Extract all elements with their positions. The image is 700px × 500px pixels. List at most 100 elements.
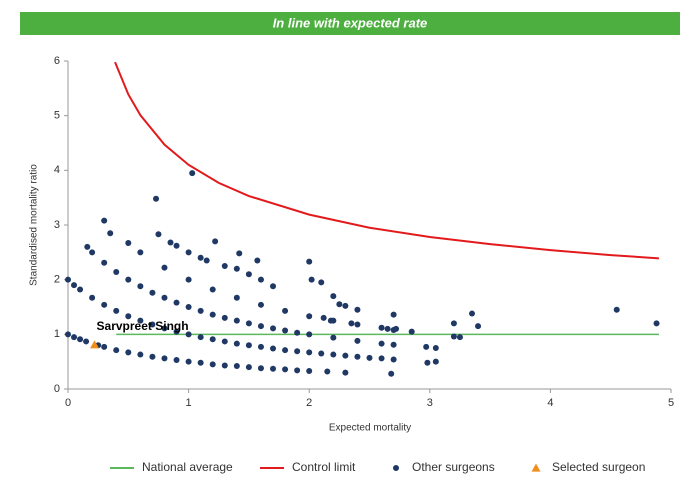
point: [424, 359, 431, 366]
point: [408, 328, 415, 335]
point: [330, 334, 337, 341]
point: [384, 325, 391, 332]
point: [221, 362, 228, 369]
point: [245, 342, 252, 349]
point: [137, 351, 144, 358]
point: [294, 348, 301, 355]
point: [270, 345, 277, 352]
point: [101, 217, 108, 224]
point: [149, 289, 156, 296]
point: [101, 343, 108, 350]
point: [390, 311, 397, 318]
point: [245, 320, 252, 327]
point: [613, 306, 620, 313]
point: [185, 358, 192, 365]
point: [125, 349, 132, 356]
point: [221, 338, 228, 345]
y-tick-label: 3: [54, 219, 60, 231]
point: [233, 265, 240, 272]
point: [282, 307, 289, 314]
x-tick-label: 1: [186, 397, 192, 409]
point: [221, 314, 228, 321]
point: [77, 286, 84, 293]
point: [212, 238, 219, 245]
point: [233, 294, 240, 301]
point: [257, 276, 264, 283]
point: [125, 276, 132, 283]
point: [270, 283, 277, 290]
point: [189, 170, 196, 177]
point: [378, 324, 385, 331]
point: [254, 257, 261, 264]
point: [83, 338, 90, 345]
x-axis-label: Expected mortality: [329, 423, 411, 434]
point: [221, 263, 228, 269]
point: [456, 334, 463, 341]
y-axis-label: Standardised mortality ratio: [29, 164, 40, 286]
point: [432, 345, 439, 351]
point: [113, 269, 120, 276]
y-tick-label: 4: [54, 164, 60, 176]
point: [327, 317, 334, 324]
point: [306, 331, 313, 338]
point: [84, 243, 91, 250]
point: [270, 365, 277, 372]
point: [378, 355, 385, 362]
point: [245, 271, 252, 278]
point: [233, 317, 240, 324]
point: [71, 282, 78, 289]
point: [209, 286, 216, 293]
point: [236, 250, 243, 257]
point: [366, 354, 373, 361]
point: [137, 283, 144, 290]
point: [149, 321, 156, 328]
selected-point: [90, 340, 100, 349]
point: [390, 356, 397, 363]
point: [306, 349, 313, 356]
point: [469, 310, 476, 317]
point: [71, 334, 78, 341]
point: [65, 276, 71, 283]
legend-label: National average: [142, 460, 233, 474]
point: [257, 323, 264, 330]
point: [320, 314, 327, 321]
point: [450, 320, 457, 327]
point: [475, 323, 482, 330]
point: [342, 369, 349, 376]
legend-label: Control limit: [292, 460, 356, 474]
point: [330, 293, 337, 300]
point: [257, 301, 264, 308]
point: [432, 358, 439, 365]
point: [354, 306, 361, 313]
point: [336, 301, 343, 308]
legend-swatch: [393, 465, 399, 471]
point: [245, 364, 252, 371]
x-tick-label: 2: [306, 397, 312, 409]
point: [450, 333, 457, 340]
point: [197, 334, 204, 341]
point: [137, 317, 144, 324]
point: [113, 307, 120, 314]
point: [185, 249, 192, 256]
point: [173, 242, 180, 249]
x-tick-label: 4: [547, 397, 553, 409]
legend-label: Other surgeons: [412, 460, 495, 474]
point: [348, 320, 355, 327]
point: [185, 276, 192, 283]
point: [185, 331, 192, 338]
point: [282, 327, 289, 334]
point: [306, 258, 313, 265]
point: [149, 353, 156, 360]
x-tick-label: 0: [65, 397, 71, 409]
point: [161, 294, 168, 301]
point: [388, 370, 395, 377]
point: [161, 355, 168, 362]
y-tick-label: 5: [54, 110, 60, 122]
y-tick-label: 2: [54, 274, 60, 286]
point: [101, 301, 108, 308]
point: [161, 264, 168, 271]
point: [153, 195, 160, 202]
point: [113, 347, 120, 354]
point: [209, 336, 216, 343]
